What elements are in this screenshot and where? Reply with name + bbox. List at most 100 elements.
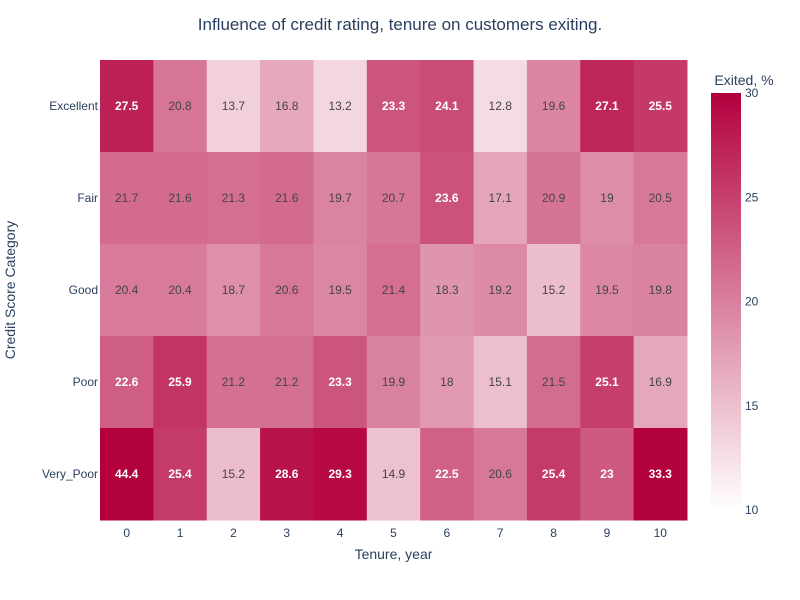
heatmap-cell	[260, 244, 314, 337]
y-tick-label: Very_Poor	[42, 467, 98, 481]
cell-value-label: 25.4	[168, 467, 192, 481]
cell-value-label: 19.5	[328, 283, 352, 297]
cell-value-label: 21.6	[275, 191, 299, 205]
cell-value-label: 16.9	[649, 375, 673, 389]
x-axis-ticks: 0 1 2 3 4 5 6 7 8 9 10	[123, 526, 667, 540]
cell-value-label: 20.9	[542, 191, 566, 205]
heatmap-cell	[100, 244, 154, 337]
heatmap-cell	[580, 244, 635, 337]
x-tick-label: 10	[654, 526, 668, 540]
cell-value-label: 19.6	[542, 99, 566, 113]
heatmap-cell	[526, 60, 581, 153]
heatmap-cell	[366, 428, 421, 521]
cell-value-label: 25.1	[595, 375, 619, 389]
heatmap-cell	[420, 336, 475, 429]
y-tick-label: Fair	[77, 191, 98, 205]
colorbar-gradient	[711, 93, 741, 510]
heatmap-cell	[100, 336, 154, 429]
heatmap-cell	[313, 244, 368, 337]
cell-value-label: 18.7	[222, 283, 246, 297]
heatmap-cell	[420, 244, 475, 337]
cell-value-label: 22.6	[115, 375, 139, 389]
x-tick-label: 2	[230, 526, 237, 540]
cell-value-label: 20.8	[168, 99, 192, 113]
cell-value-label: 17.1	[489, 191, 513, 205]
cell-value-label: 25.5	[649, 99, 673, 113]
heatmap-cell	[420, 60, 475, 153]
heatmap-cell	[580, 152, 635, 245]
cell-value-label: 21.5	[542, 375, 566, 389]
cell-value-label: 20.6	[489, 467, 513, 481]
cell-value-label: 23.6	[435, 191, 459, 205]
x-tick-label: 6	[444, 526, 451, 540]
cell-value-label: 19.8	[649, 283, 673, 297]
cell-value-label: 21.6	[168, 191, 192, 205]
heatmap-cell	[633, 428, 688, 521]
heatmap-cell	[633, 336, 688, 429]
heatmap-cell	[473, 60, 528, 153]
cell-value-label: 33.3	[649, 467, 673, 481]
heatmap-cell	[526, 244, 581, 337]
heatmap-cell	[420, 152, 475, 245]
heatmap-cell	[260, 428, 314, 521]
heatmap-cell	[366, 336, 421, 429]
heatmap-cell	[153, 336, 208, 429]
cell-value-label: 27.1	[595, 99, 619, 113]
x-tick-label: 8	[550, 526, 557, 540]
heatmap-cell	[633, 60, 688, 153]
colorbar-ticks: 10 15 20 25 30	[745, 86, 759, 517]
x-axis-title: Tenure, year	[355, 546, 433, 562]
x-tick-label: 3	[283, 526, 290, 540]
heatmap-cells: 27.5 20.8 13.7 16.8 13.2 23.3 24.1 12.8 19.6 27.1…	[100, 60, 688, 521]
cell-value-label: 15.1	[489, 375, 513, 389]
heatmap-cell	[206, 336, 261, 429]
cell-value-label: 20.7	[382, 191, 406, 205]
colorbar-title: Exited, %	[714, 72, 773, 88]
heatmap-cell	[206, 60, 261, 153]
heatmap-cell	[366, 244, 421, 337]
colorbar-tick-label: 30	[745, 86, 759, 100]
cell-value-label: 16.8	[275, 99, 299, 113]
cell-value-label: 19.9	[382, 375, 406, 389]
heatmap-cell	[473, 336, 528, 429]
cell-value-label: 21.3	[222, 191, 246, 205]
cell-value-label: 29.3	[328, 467, 352, 481]
cell-value-label: 20.5	[649, 191, 673, 205]
cell-value-label: 44.4	[115, 467, 139, 481]
heatmap-cell	[260, 336, 314, 429]
heatmap-cell	[153, 428, 208, 521]
heatmap-cell	[420, 428, 475, 521]
heatmap-cell	[473, 152, 528, 245]
heatmap-cell	[260, 60, 314, 153]
cell-value-label: 25.4	[542, 467, 566, 481]
heatmap-cell	[526, 152, 581, 245]
heatmap-cell	[100, 60, 154, 153]
cell-value-label: 23.3	[328, 375, 352, 389]
cell-value-label: 21.2	[275, 375, 299, 389]
y-axis-ticks: Excellent Fair Good Poor Very_Poor	[42, 99, 99, 481]
x-tick-label: 1	[177, 526, 184, 540]
cell-value-label: 21.2	[222, 375, 246, 389]
cell-value-label: 21.4	[382, 283, 406, 297]
y-axis-title: Credit Score Category	[2, 221, 18, 360]
heatmap-cell	[313, 60, 368, 153]
cell-value-label: 21.7	[115, 191, 139, 205]
cell-value-label: 20.4	[115, 283, 139, 297]
cell-value-label: 28.6	[275, 467, 299, 481]
x-tick-label: 5	[390, 526, 397, 540]
heatmap-cell	[473, 244, 528, 337]
heatmap-cell	[473, 428, 528, 521]
x-tick-label: 4	[337, 526, 344, 540]
cell-value-label: 13.7	[222, 99, 246, 113]
cell-value-label: 20.6	[275, 283, 299, 297]
cell-value-label: 25.9	[168, 375, 192, 389]
y-tick-label: Excellent	[49, 99, 98, 113]
cell-value-label: 19.5	[595, 283, 619, 297]
x-tick-label: 9	[604, 526, 611, 540]
cell-value-label: 19.7	[328, 191, 352, 205]
heatmap-cell	[153, 152, 208, 245]
x-tick-label: 7	[497, 526, 504, 540]
colorbar: Exited, % 10 15 20 25 30	[711, 72, 774, 517]
y-tick-label: Good	[69, 283, 98, 297]
